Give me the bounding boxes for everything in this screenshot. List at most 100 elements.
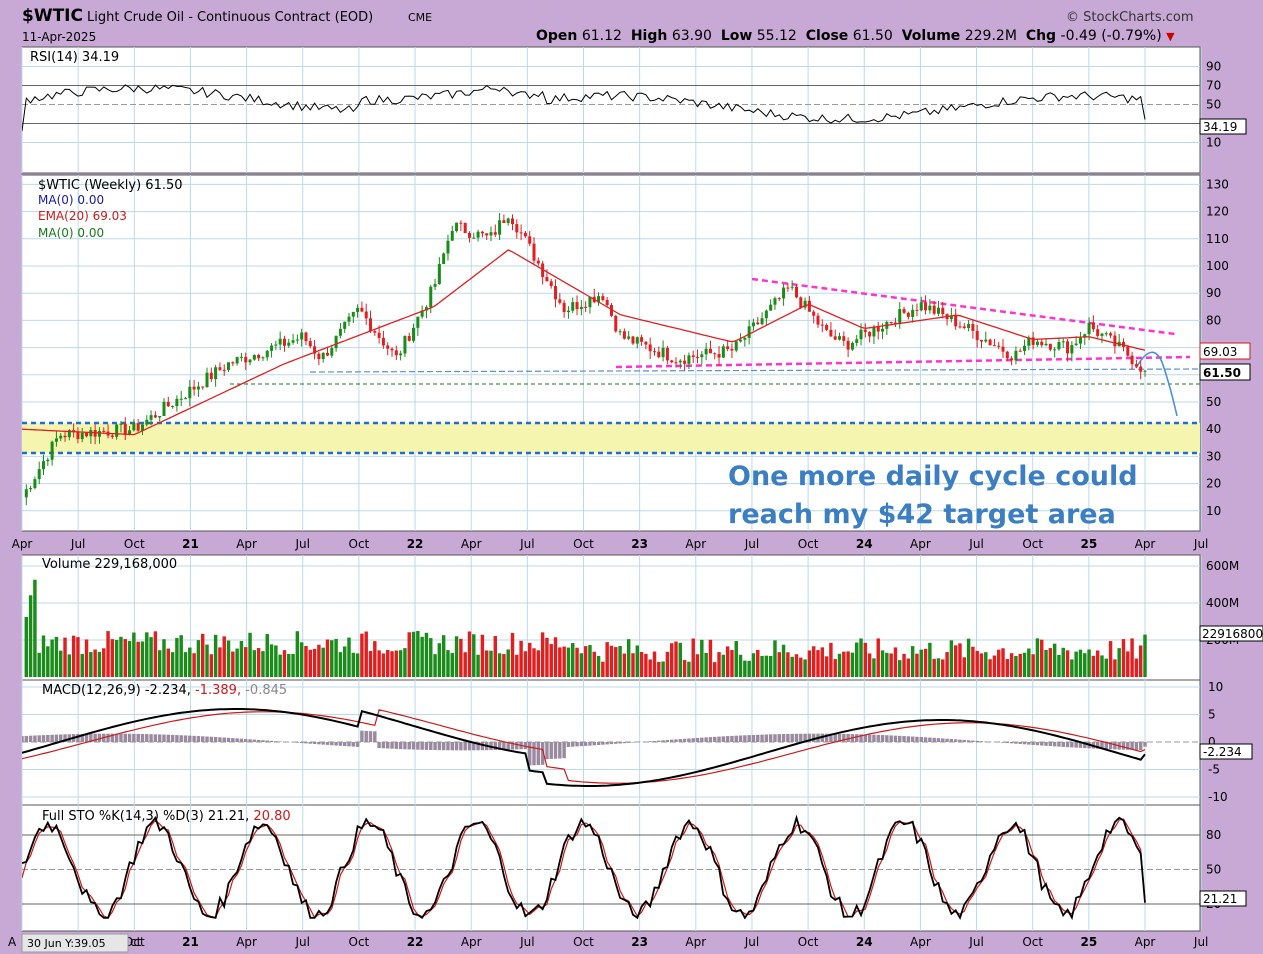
volume-bar xyxy=(824,656,829,677)
x-axis-label-bottom: Jul xyxy=(1193,935,1208,949)
macd-histogram-bar xyxy=(136,733,140,742)
price-bar xyxy=(377,332,381,338)
chart-date: 11-Apr-2025 xyxy=(22,30,97,44)
x-axis-label: 25 xyxy=(1080,537,1097,551)
volume-bar xyxy=(1061,647,1065,677)
volume-bar xyxy=(153,631,158,677)
macd-histogram-bar xyxy=(1065,742,1070,748)
macd-histogram-bar xyxy=(824,733,829,742)
price-bar xyxy=(214,367,218,380)
volume-bar xyxy=(992,655,997,677)
macd-histogram-bar xyxy=(149,734,153,742)
price-bar xyxy=(979,340,984,342)
x-axis-label-bottom: 21 xyxy=(182,935,199,949)
macd-histogram-bar xyxy=(523,742,528,750)
macd-histogram-bar xyxy=(1074,742,1078,748)
volume-bar xyxy=(743,660,747,677)
x-axis-label-bottom: Jul xyxy=(968,935,983,949)
macd-histogram-bar xyxy=(411,742,416,750)
volume-bar xyxy=(803,659,807,677)
macd-histogram-bar xyxy=(145,734,149,742)
price-bar xyxy=(846,340,850,350)
macd-histogram-bar xyxy=(971,740,975,742)
x-axis-label-bottom: Oct xyxy=(1022,935,1043,949)
macd-histogram-bar xyxy=(1134,742,1139,750)
sto-tick-label: 80 xyxy=(1206,828,1221,842)
svg-text:-2.234: -2.234 xyxy=(1203,745,1242,759)
price-bar xyxy=(588,296,592,308)
macd-histogram-bar xyxy=(527,742,532,766)
price-bar xyxy=(764,310,768,319)
price-bar xyxy=(868,331,872,337)
price-bar xyxy=(739,339,743,342)
volume-bar xyxy=(50,639,54,677)
macd-histogram-bar xyxy=(1104,742,1108,750)
volume-bar xyxy=(566,647,571,677)
macd-histogram-bar xyxy=(446,742,450,751)
price-bar xyxy=(988,339,992,346)
price-bar xyxy=(618,331,622,333)
volume-bar xyxy=(484,650,489,677)
volume-bar xyxy=(192,653,196,677)
macd-histogram-bar xyxy=(84,733,89,742)
macd-histogram-bar xyxy=(342,742,347,747)
price-bar xyxy=(24,489,28,498)
price-bar xyxy=(700,354,704,358)
macd-histogram-bar xyxy=(1040,742,1044,746)
price-bar xyxy=(489,232,493,236)
volume-bar xyxy=(433,654,437,677)
macd-histogram-bar xyxy=(256,739,261,742)
volume-bar xyxy=(898,660,902,677)
price-bar xyxy=(390,348,394,351)
volume-bar xyxy=(398,650,403,677)
volume-bar xyxy=(1001,648,1005,677)
volume-bar xyxy=(988,659,992,677)
price-bar xyxy=(825,325,829,330)
volume-bar xyxy=(437,643,442,677)
volume-bar xyxy=(502,654,506,677)
macd-histogram-bar xyxy=(614,742,618,744)
x-axis-label: Jul xyxy=(295,537,310,551)
x-axis-label-bottom: Jul xyxy=(744,935,759,949)
price-bar xyxy=(691,355,695,357)
volume-bar xyxy=(958,643,962,677)
macd-histogram-bar xyxy=(347,742,351,747)
volume-bar xyxy=(394,650,399,677)
price-bar xyxy=(597,296,601,303)
volume-bar xyxy=(764,655,769,677)
price-bar xyxy=(954,315,958,327)
macd-histogram-bar xyxy=(162,734,166,742)
macd-histogram-bar xyxy=(1121,742,1126,750)
macd-histogram-bar xyxy=(390,742,394,749)
volume-bar xyxy=(175,638,179,677)
price-bar xyxy=(1035,341,1039,345)
volume-bar xyxy=(687,661,691,677)
price-bar xyxy=(997,345,1001,347)
macd-histogram-bar xyxy=(1027,742,1031,745)
macd-histogram-bar xyxy=(54,734,59,742)
price-bar xyxy=(1100,333,1104,336)
macd-histogram-bar xyxy=(373,731,377,742)
macd-histogram-bar xyxy=(596,742,601,746)
macd-histogram-bar xyxy=(364,730,368,742)
price-bar xyxy=(747,326,751,338)
volume-bar xyxy=(553,637,558,677)
price-bar xyxy=(554,286,558,300)
price-bar xyxy=(278,338,282,345)
volume-bar xyxy=(519,640,523,677)
price-bar xyxy=(274,344,278,346)
macd-label: MACD(12,26,9) -2.234, -1.389, -0.845 xyxy=(42,683,287,698)
volume-bar xyxy=(493,636,498,677)
macd-histogram-bar xyxy=(760,734,764,742)
price-bar xyxy=(37,469,41,480)
volume-bar xyxy=(63,637,67,677)
macd-histogram-bar xyxy=(76,734,80,742)
macd-histogram-bar xyxy=(923,737,928,742)
price-bar xyxy=(674,362,678,364)
macd-histogram-bar xyxy=(618,742,622,744)
macd-histogram-bar xyxy=(1031,742,1035,745)
macd-histogram-bar xyxy=(1100,742,1104,749)
macd-histogram-bar xyxy=(811,733,816,742)
macd-histogram-bar xyxy=(493,742,498,751)
svg-text:229168000: 229168000 xyxy=(1202,627,1263,641)
